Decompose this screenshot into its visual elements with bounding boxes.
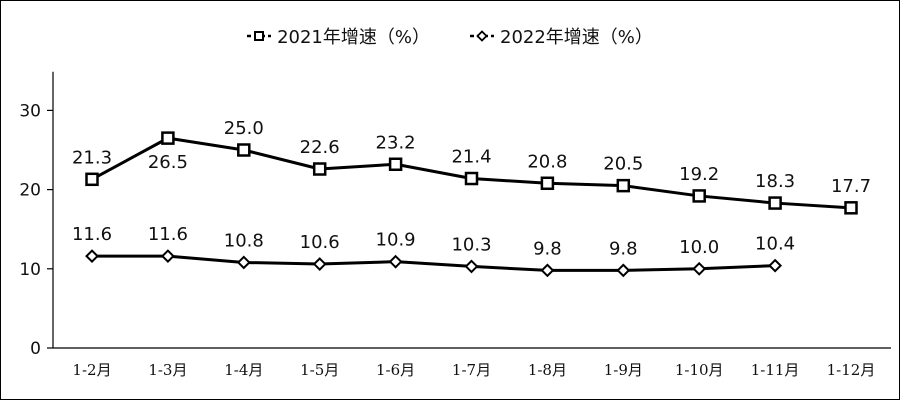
data-label-2021-0: 21.3 bbox=[72, 147, 112, 168]
data-label-2021-2: 25.0 bbox=[224, 118, 264, 139]
data-label-2022-1: 11.6 bbox=[148, 224, 188, 245]
data-point-2021-8 bbox=[692, 189, 706, 203]
data-label-2022-4: 10.9 bbox=[376, 230, 416, 251]
legend-label-2022: 2022年增速（%） bbox=[500, 27, 653, 48]
data-point-2021-7 bbox=[616, 178, 631, 193]
data-point-2022-5 bbox=[464, 259, 479, 274]
chart-legend: 2021年增速（%） 2022年增速（%） bbox=[1, 23, 899, 49]
data-label-2021-4: 23.2 bbox=[376, 132, 416, 153]
data-point-2021-0 bbox=[85, 172, 99, 187]
data-label-2022-7: 9.8 bbox=[609, 238, 638, 259]
data-point-2022-8 bbox=[692, 261, 707, 276]
x-tick-label-5: 1-7月 bbox=[452, 361, 491, 379]
data-point-2022-9 bbox=[768, 258, 783, 273]
data-label-2022-8: 10.0 bbox=[679, 237, 719, 258]
data-point-2022-6 bbox=[540, 263, 555, 278]
x-tick-label-10: 1-12月 bbox=[827, 361, 876, 379]
x-tick-label-7: 1-9月 bbox=[604, 361, 643, 379]
data-point-2021-6 bbox=[540, 176, 555, 191]
data-point-2022-2 bbox=[236, 255, 251, 270]
x-tick-label-0: 1-2月 bbox=[72, 361, 111, 379]
x-tick-label-3: 1-5月 bbox=[300, 361, 339, 379]
data-label-2021-7: 20.5 bbox=[603, 154, 643, 175]
data-point-2021-2 bbox=[237, 143, 251, 157]
x-tick-label-6: 1-8月 bbox=[528, 361, 567, 379]
series-line-1 bbox=[92, 254, 776, 272]
y-tick-label-3: 30 bbox=[19, 101, 41, 121]
data-point-2021-5 bbox=[464, 171, 479, 186]
data-point-2022-4 bbox=[388, 254, 403, 269]
data-point-2021-10 bbox=[844, 201, 858, 215]
data-point-2021-9 bbox=[768, 196, 782, 210]
data-label-2021-6: 20.8 bbox=[527, 151, 567, 172]
legend-diamond-marker-icon bbox=[470, 30, 494, 42]
legend-item-2022: 2022年增速（%） bbox=[470, 23, 653, 49]
data-label-2021-1: 26.5 bbox=[148, 152, 188, 173]
y-tick-label-2: 20 bbox=[19, 181, 41, 201]
x-tick-label-1: 1-3月 bbox=[148, 361, 187, 379]
x-tick-label-8: 1-10月 bbox=[675, 361, 724, 379]
x-tick-label-2: 1-4月 bbox=[224, 361, 263, 379]
y-tick-label-0: 0 bbox=[30, 339, 41, 359]
data-point-2021-3 bbox=[312, 162, 327, 176]
data-label-2021-8: 19.2 bbox=[679, 164, 719, 185]
data-label-2022-9: 10.4 bbox=[755, 234, 795, 255]
data-label-2021-9: 18.3 bbox=[755, 171, 795, 192]
data-label-2021-10: 17.7 bbox=[831, 176, 871, 197]
data-label-2022-6: 9.8 bbox=[533, 238, 562, 259]
data-point-2021-4 bbox=[388, 157, 403, 172]
data-label-2022-0: 11.6 bbox=[72, 224, 112, 245]
y-tick-label-1: 10 bbox=[19, 260, 41, 280]
legend-item-2021: 2021年增速（%） bbox=[247, 23, 430, 49]
x-tick-label-4: 1-6月 bbox=[376, 361, 415, 379]
x-tick-label-9: 1-11月 bbox=[751, 361, 800, 379]
data-label-2021-5: 21.4 bbox=[451, 147, 491, 168]
data-label-2021-3: 22.6 bbox=[300, 137, 340, 158]
data-label-2022-5: 10.3 bbox=[451, 234, 491, 255]
data-label-2022-3: 10.6 bbox=[300, 232, 340, 253]
legend-square-marker-icon bbox=[247, 30, 272, 42]
data-point-2022-1 bbox=[160, 249, 175, 264]
data-point-2021-1 bbox=[161, 131, 175, 145]
data-point-2022-0 bbox=[85, 249, 99, 264]
data-point-2022-7 bbox=[616, 263, 631, 278]
data-label-2022-2: 10.8 bbox=[224, 230, 264, 251]
data-point-2022-3 bbox=[312, 257, 327, 271]
legend-label-2021: 2021年增速（%） bbox=[277, 27, 430, 48]
